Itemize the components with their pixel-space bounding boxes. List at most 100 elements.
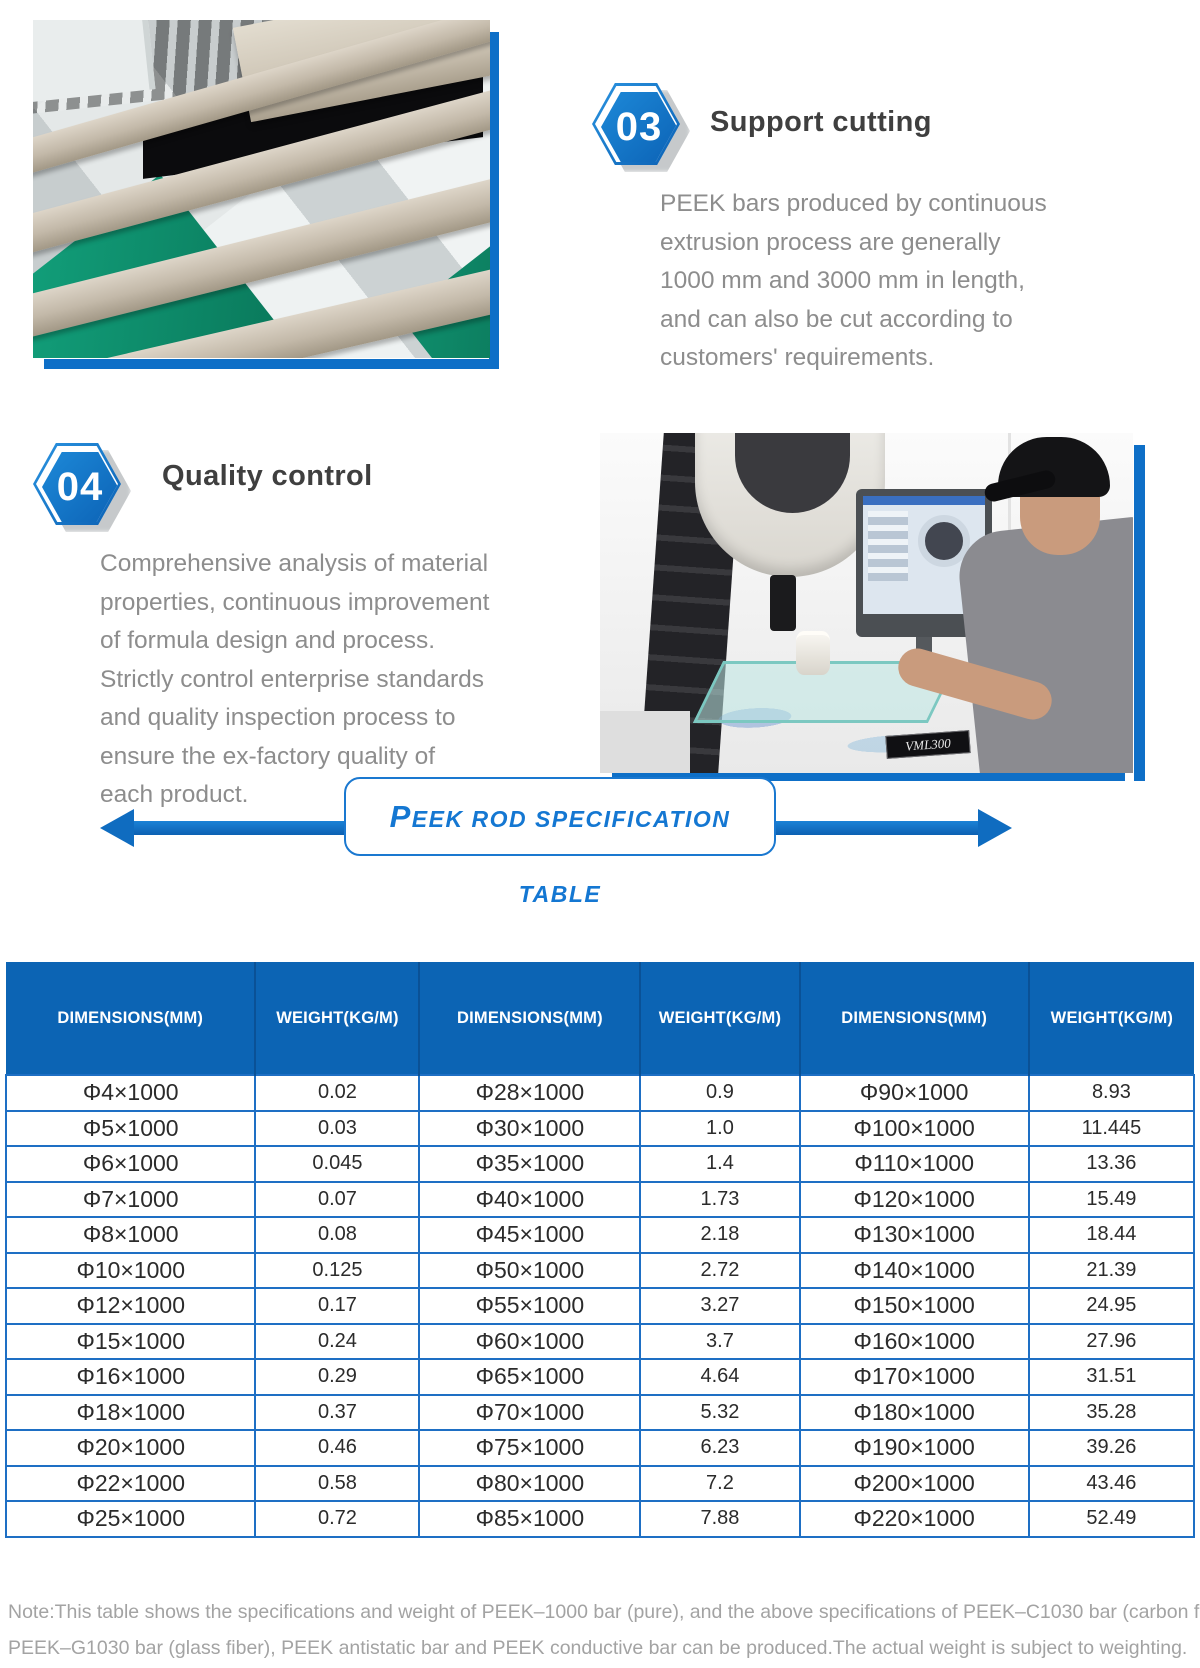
section-number: 03 xyxy=(615,104,663,149)
dimension-cell: Φ35×1000 xyxy=(418,1145,642,1183)
weight-cell: 43.46 xyxy=(1027,1464,1196,1502)
section-03-paragraph: PEEK bars produced by continuous extrusio… xyxy=(660,185,1047,378)
dimension-cell: Φ16×1000 xyxy=(4,1358,257,1396)
weight-cell: 7.2 xyxy=(639,1464,801,1502)
table-row: Φ7×1000 0.07 Φ40×1000 1.73 Φ120×1000 15.49 xyxy=(4,1180,1196,1218)
weight-cell: 13.36 xyxy=(1027,1145,1196,1183)
section-04-title: Quality control xyxy=(162,460,373,492)
text-line: 1000 mm and 3000 mm in length, xyxy=(660,267,1025,294)
note-text: Note:This table shows the specifications… xyxy=(8,1594,1200,1666)
table-row: Φ16×1000 0.29 Φ65×1000 4.64 Φ170×1000 31.51 xyxy=(4,1358,1196,1396)
weight-cell: 1.0 xyxy=(639,1109,801,1147)
column-header: WEIGHT(KG/M) xyxy=(1027,962,1194,1075)
weight-cell: 7.88 xyxy=(639,1500,801,1538)
quality-inspection-photo: VML300 xyxy=(600,433,1133,773)
text-line: Strictly control enterprise standards xyxy=(100,665,484,693)
dimension-cell: Φ30×1000 xyxy=(418,1109,642,1147)
table-row: Φ15×1000 0.24 Φ60×1000 3.7 Φ160×1000 27.96 xyxy=(4,1322,1196,1360)
text-line: and can also be cut according to xyxy=(660,305,1013,333)
column-header: WEIGHT(KG/M) xyxy=(254,962,420,1075)
dimension-cell: Φ18×1000 xyxy=(4,1393,257,1431)
weight-cell: 0.9 xyxy=(639,1074,801,1112)
weight-cell: 35.28 xyxy=(1027,1393,1196,1431)
dimension-cell: Φ65×1000 xyxy=(418,1358,642,1396)
dimension-cell: Φ100×1000 xyxy=(798,1109,1030,1147)
photo2-accent-bottom xyxy=(612,772,1125,781)
text-line: ensure the ex-factory quality of xyxy=(100,742,436,770)
dimension-cell: Φ22×1000 xyxy=(4,1464,257,1502)
weight-cell: 52.49 xyxy=(1027,1500,1196,1538)
table-row: Φ6×1000 0.045 Φ35×1000 1.4 Φ110×1000 13.36 xyxy=(4,1145,1196,1183)
dimension-cell: Φ70×1000 xyxy=(418,1393,642,1431)
weight-cell: 0.02 xyxy=(254,1074,421,1112)
table-row: Φ12×1000 0.17 Φ55×1000 3.27 Φ150×1000 24.95 xyxy=(4,1287,1196,1325)
banner-arrow-left-icon xyxy=(100,809,134,847)
photo2-accent-right xyxy=(1134,445,1145,781)
weight-cell: 0.46 xyxy=(254,1429,421,1467)
dimension-cell: Φ90×1000 xyxy=(798,1074,1030,1112)
section-03-badge: 03 xyxy=(592,83,690,172)
weight-cell: 24.95 xyxy=(1027,1287,1196,1325)
dimension-cell: Φ80×1000 xyxy=(418,1464,642,1502)
text-line: PEEK bars produced by continuous xyxy=(660,190,1047,217)
photo1-accent-bottom xyxy=(44,359,499,369)
dimension-cell: Φ85×1000 xyxy=(418,1500,642,1538)
table-row: Φ4×1000 0.02 Φ28×1000 0.9 Φ90×1000 8.93 xyxy=(4,1074,1196,1112)
dimension-cell: Φ8×1000 xyxy=(4,1216,257,1254)
dimension-cell: Φ45×1000 xyxy=(418,1216,642,1254)
dimension-cell: Φ75×1000 xyxy=(418,1429,642,1467)
dimension-cell: Φ180×1000 xyxy=(798,1393,1030,1431)
banner-arrow-right-icon xyxy=(978,809,1012,847)
weight-cell: 15.49 xyxy=(1027,1180,1196,1218)
weight-cell: 4.64 xyxy=(639,1358,801,1396)
weight-cell: 0.045 xyxy=(254,1145,421,1183)
section-04-badge: 04 xyxy=(33,443,131,532)
weight-cell: 0.58 xyxy=(254,1464,421,1502)
dimension-cell: Φ220×1000 xyxy=(798,1500,1030,1538)
weight-cell: 6.23 xyxy=(639,1429,801,1467)
table-row: Φ25×1000 0.72 Φ85×1000 7.88 Φ220×1000 52.49 xyxy=(4,1500,1196,1538)
dimension-cell: Φ150×1000 xyxy=(798,1287,1030,1325)
weight-cell: 3.7 xyxy=(639,1322,801,1360)
weight-cell: 8.93 xyxy=(1027,1074,1196,1112)
section-04-paragraph: Comprehensive analysis of material proper… xyxy=(100,545,489,815)
dimension-cell: Φ140×1000 xyxy=(798,1251,1030,1289)
dimension-cell: Φ5×1000 xyxy=(4,1109,257,1147)
weight-cell: 11.445 xyxy=(1027,1109,1196,1147)
weight-cell: 5.32 xyxy=(639,1393,801,1431)
weight-cell: 0.07 xyxy=(254,1180,421,1218)
dimension-cell: Φ50×1000 xyxy=(418,1251,642,1289)
dimension-cell: Φ170×1000 xyxy=(798,1358,1030,1396)
weight-cell: 1.73 xyxy=(639,1180,801,1218)
text-line: properties, continuous improvement xyxy=(100,588,490,616)
column-header: WEIGHT(KG/M) xyxy=(639,962,800,1075)
dimension-cell: Φ15×1000 xyxy=(4,1322,257,1360)
text-line: PEEK–G1030 bar (glass fiber), PEEK antis… xyxy=(8,1637,1188,1659)
peek-rods-photo xyxy=(33,20,490,358)
weight-cell: 0.03 xyxy=(254,1109,421,1147)
weight-cell: 0.29 xyxy=(254,1358,421,1396)
section-03-title: Support cutting xyxy=(710,106,932,138)
dimension-cell: Φ130×1000 xyxy=(798,1216,1030,1254)
text-line: Comprehensive analysis of material xyxy=(100,550,489,577)
dimension-cell: Φ7×1000 xyxy=(4,1180,257,1218)
section-number: 04 xyxy=(56,464,104,509)
table-row: Φ10×1000 0.125 Φ50×1000 2.72 Φ140×1000 21.39 xyxy=(4,1251,1196,1289)
weight-cell: 2.18 xyxy=(639,1216,801,1254)
dimension-cell: Φ6×1000 xyxy=(4,1145,257,1183)
table-row: Φ18×1000 0.37 Φ70×1000 5.32 Φ180×1000 35.28 xyxy=(4,1393,1196,1431)
weight-cell: 2.72 xyxy=(639,1251,801,1289)
dimension-cell: Φ4×1000 xyxy=(4,1074,257,1112)
table-row: Φ5×1000 0.03 Φ30×1000 1.0 Φ100×1000 11.445 xyxy=(4,1109,1196,1147)
text-line: extrusion process are generally xyxy=(660,228,1001,256)
weight-cell: 0.24 xyxy=(254,1322,421,1360)
dimension-cell: Φ190×1000 xyxy=(798,1429,1030,1467)
text-line: each product. xyxy=(100,781,249,808)
column-header: DIMENSIONS(MM) xyxy=(798,962,1029,1075)
weight-cell: 31.51 xyxy=(1027,1358,1196,1396)
dimension-cell: Φ60×1000 xyxy=(418,1322,642,1360)
dimension-cell: Φ12×1000 xyxy=(4,1287,257,1325)
weight-cell: 0.17 xyxy=(254,1287,421,1325)
weight-cell: 18.44 xyxy=(1027,1216,1196,1254)
